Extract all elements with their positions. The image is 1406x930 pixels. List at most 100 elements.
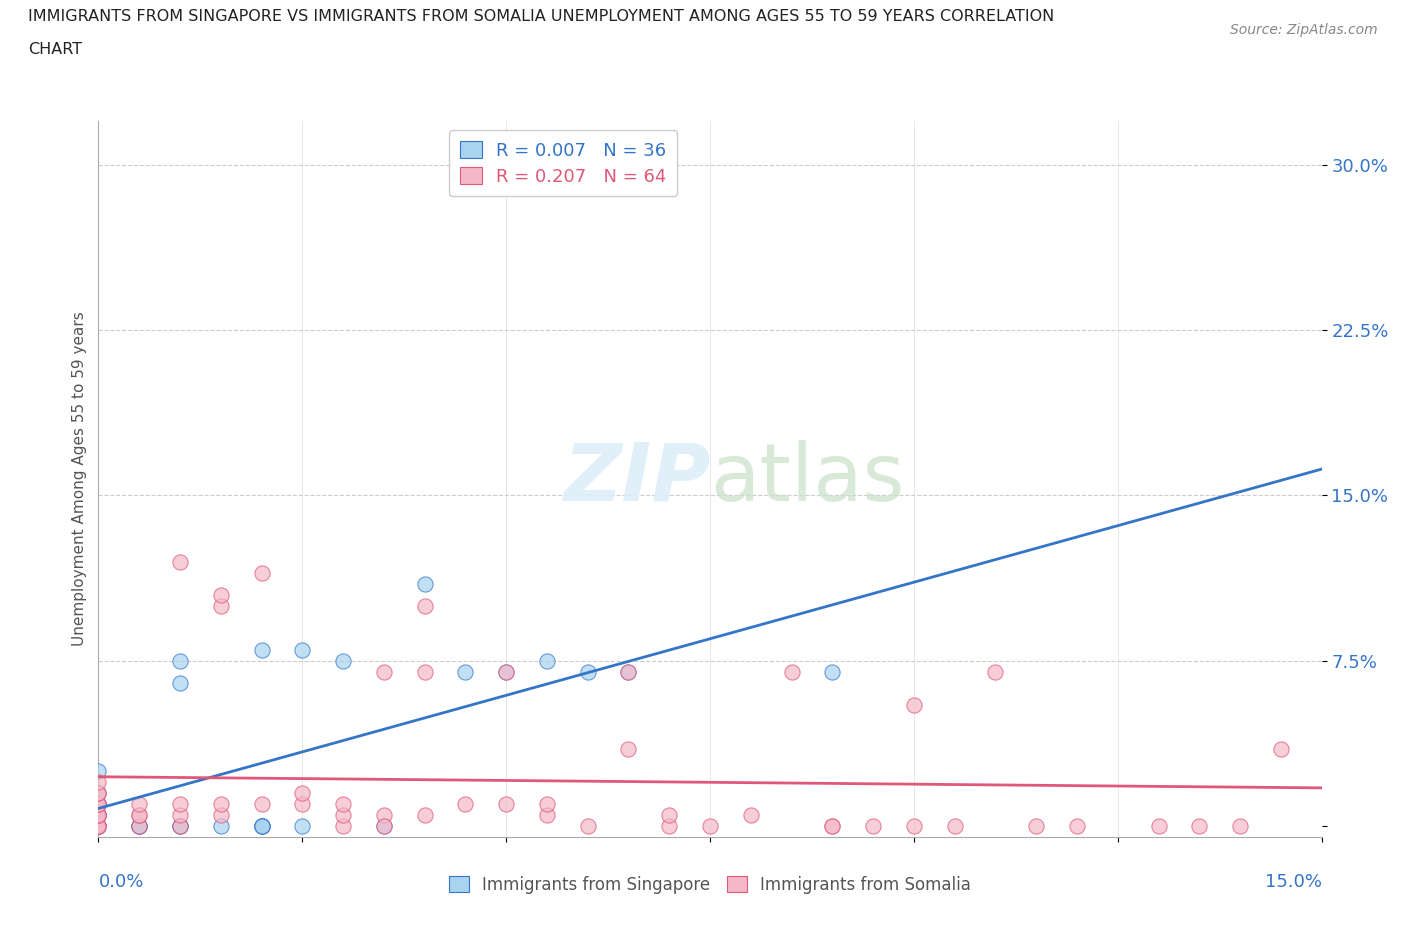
- Point: [373, 664, 395, 679]
- Point: [984, 664, 1007, 679]
- Point: [87, 786, 110, 801]
- Point: [617, 664, 640, 679]
- Point: [495, 664, 517, 679]
- Point: [617, 664, 640, 679]
- Point: [1229, 818, 1251, 833]
- Point: [87, 818, 110, 833]
- Point: [454, 796, 477, 811]
- Point: [903, 818, 925, 833]
- Point: [87, 818, 110, 833]
- Point: [454, 664, 477, 679]
- Point: [1066, 818, 1088, 833]
- Point: [291, 796, 314, 811]
- Point: [332, 818, 354, 833]
- Text: atlas: atlas: [710, 440, 904, 518]
- Point: [1147, 818, 1170, 833]
- Point: [87, 807, 110, 822]
- Point: [903, 698, 925, 712]
- Point: [658, 818, 681, 833]
- Point: [87, 818, 110, 833]
- Text: CHART: CHART: [28, 42, 82, 57]
- Point: [169, 796, 191, 811]
- Point: [495, 664, 517, 679]
- Point: [87, 818, 110, 833]
- Point: [87, 796, 110, 811]
- Point: [291, 786, 314, 801]
- Point: [373, 818, 395, 833]
- Y-axis label: Unemployment Among Ages 55 to 59 years: Unemployment Among Ages 55 to 59 years: [72, 312, 87, 646]
- Point: [87, 786, 110, 801]
- Point: [250, 818, 273, 833]
- Point: [87, 764, 110, 778]
- Point: [1270, 741, 1292, 756]
- Point: [536, 653, 558, 668]
- Point: [943, 818, 966, 833]
- Point: [332, 807, 354, 822]
- Point: [128, 807, 150, 822]
- Point: [169, 818, 191, 833]
- Point: [87, 807, 110, 822]
- Text: IMMIGRANTS FROM SINGAPORE VS IMMIGRANTS FROM SOMALIA UNEMPLOYMENT AMONG AGES 55 : IMMIGRANTS FROM SINGAPORE VS IMMIGRANTS …: [28, 9, 1054, 24]
- Text: 15.0%: 15.0%: [1264, 872, 1322, 891]
- Point: [495, 796, 517, 811]
- Point: [169, 675, 191, 690]
- Point: [413, 664, 436, 679]
- Point: [536, 796, 558, 811]
- Point: [291, 643, 314, 658]
- Text: Source: ZipAtlas.com: Source: ZipAtlas.com: [1230, 23, 1378, 37]
- Point: [536, 807, 558, 822]
- Point: [128, 796, 150, 811]
- Text: 0.0%: 0.0%: [98, 872, 143, 891]
- Point: [250, 796, 273, 811]
- Point: [87, 818, 110, 833]
- Point: [413, 598, 436, 613]
- Point: [209, 587, 232, 602]
- Point: [128, 818, 150, 833]
- Point: [617, 741, 640, 756]
- Point: [87, 818, 110, 833]
- Point: [128, 818, 150, 833]
- Point: [169, 653, 191, 668]
- Point: [1188, 818, 1211, 833]
- Point: [291, 818, 314, 833]
- Point: [699, 818, 721, 833]
- Point: [413, 807, 436, 822]
- Point: [332, 653, 354, 668]
- Point: [87, 807, 110, 822]
- Point: [169, 807, 191, 822]
- Point: [250, 818, 273, 833]
- Point: [87, 818, 110, 833]
- Point: [87, 786, 110, 801]
- Point: [250, 643, 273, 658]
- Point: [128, 807, 150, 822]
- Point: [87, 807, 110, 822]
- Point: [250, 565, 273, 580]
- Point: [413, 577, 436, 591]
- Text: ZIP: ZIP: [562, 440, 710, 518]
- Point: [209, 598, 232, 613]
- Point: [209, 818, 232, 833]
- Legend: Immigrants from Singapore, Immigrants from Somalia: Immigrants from Singapore, Immigrants fr…: [443, 869, 977, 900]
- Point: [128, 818, 150, 833]
- Point: [740, 807, 762, 822]
- Point: [87, 818, 110, 833]
- Point: [821, 818, 844, 833]
- Point: [862, 818, 884, 833]
- Point: [87, 796, 110, 811]
- Point: [87, 807, 110, 822]
- Point: [821, 818, 844, 833]
- Point: [87, 796, 110, 811]
- Point: [821, 664, 844, 679]
- Point: [87, 796, 110, 811]
- Point: [373, 807, 395, 822]
- Point: [332, 796, 354, 811]
- Point: [87, 796, 110, 811]
- Point: [250, 818, 273, 833]
- Point: [576, 818, 599, 833]
- Point: [250, 818, 273, 833]
- Point: [658, 807, 681, 822]
- Point: [169, 818, 191, 833]
- Point: [87, 775, 110, 790]
- Point: [209, 796, 232, 811]
- Point: [169, 554, 191, 569]
